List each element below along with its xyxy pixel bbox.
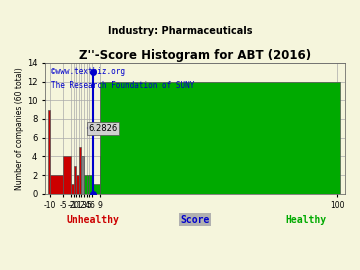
Text: Industry: Pharmaceuticals: Industry: Pharmaceuticals <box>108 26 252 36</box>
Text: The Research Foundation of SUNY: The Research Foundation of SUNY <box>51 81 194 90</box>
Bar <box>87 175 89 194</box>
Text: ©www.textbiz.org: ©www.textbiz.org <box>51 67 125 76</box>
Bar <box>76 175 79 194</box>
Y-axis label: Number of companies (60 total): Number of companies (60 total) <box>15 67 24 190</box>
Title: Z''-Score Histogram for ABT (2016): Z''-Score Histogram for ABT (2016) <box>79 49 311 62</box>
Bar <box>71 184 74 194</box>
Bar <box>89 175 92 194</box>
Text: 6.2826: 6.2826 <box>88 124 117 133</box>
Bar <box>48 110 50 194</box>
Bar <box>81 156 84 194</box>
Bar <box>100 82 340 194</box>
Text: Score: Score <box>180 215 210 225</box>
Bar <box>50 175 63 194</box>
Bar <box>84 175 87 194</box>
Text: Healthy: Healthy <box>285 215 327 225</box>
Text: Unhealthy: Unhealthy <box>67 215 120 225</box>
Bar <box>63 156 71 194</box>
Bar <box>92 184 100 194</box>
Bar <box>79 147 81 194</box>
Bar <box>74 166 76 194</box>
Bar <box>100 156 337 194</box>
